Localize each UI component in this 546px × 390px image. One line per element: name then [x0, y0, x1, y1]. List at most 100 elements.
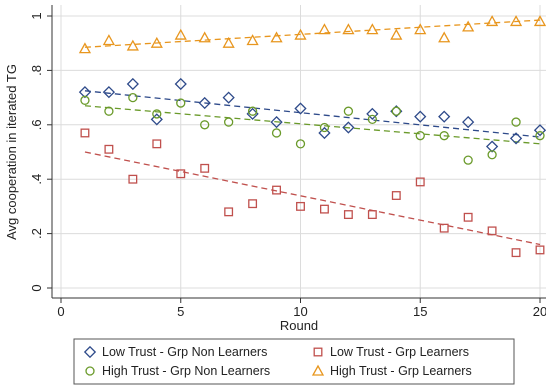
point-high-trust-grp-non-learners-13: [367, 114, 378, 125]
fit-line-low-trust-grp-learners: [84, 151, 541, 246]
point-low-trust-grp-non-learners-15: [414, 110, 427, 123]
point-high-trust-grp-non-learners-15: [415, 131, 425, 141]
x-tick-label-4: 20: [533, 304, 546, 319]
point-high-trust-grp-learners-4: [150, 36, 163, 48]
point-high-trust-grp-learners-13: [366, 23, 379, 35]
point-low-trust-grp-learners-18: [487, 226, 497, 236]
point-high-trust-grp-non-learners-11: [319, 122, 330, 133]
point-low-trust-grp-learners-5: [176, 169, 186, 179]
legend-marker-high-trust-grp-non-learners: [85, 366, 95, 376]
point-high-trust-grp-learners-11: [318, 23, 331, 35]
point-low-trust-grp-non-learners-17: [462, 115, 475, 129]
point-high-trust-grp-non-learners-7: [223, 117, 234, 127]
point-low-trust-grp-learners-3: [128, 174, 138, 184]
point-low-trust-grp-learners-4: [152, 139, 162, 149]
point-high-trust-grp-learners-12: [342, 23, 355, 35]
legend-marker-low-trust-grp-non-learners: [83, 345, 97, 359]
point-low-trust-grp-non-learners-18: [485, 140, 499, 153]
point-low-trust-grp-non-learners-13: [366, 107, 379, 121]
point-high-trust-grp-non-learners-8: [247, 106, 258, 116]
point-high-trust-grp-non-learners-6: [200, 120, 210, 130]
legend: Low Trust - Grp Non Learners Low Trust - …: [73, 338, 515, 385]
legend-label-low-trust-grp-non-learners: Low Trust - Grp Non Learners: [102, 345, 267, 359]
legend-label-high-trust-grp-learners: High Trust - Grp Learners: [330, 364, 472, 378]
point-high-trust-grp-learners-2: [102, 34, 116, 46]
point-high-trust-grp-learners-17: [462, 20, 475, 32]
point-high-trust-grp-learners-3: [126, 39, 139, 51]
point-low-trust-grp-non-learners-20: [533, 124, 546, 137]
point-high-trust-grp-learners-14: [390, 28, 403, 40]
point-low-trust-grp-non-learners-16: [438, 110, 451, 123]
point-high-trust-grp-learners-1: [78, 42, 92, 54]
legend-label-high-trust-grp-non-learners: High Trust - Grp Non Learners: [102, 364, 270, 378]
y-ticks: 0 .2 .4 .6 .8 1: [29, 12, 52, 292]
y-tick-label-2: .4: [29, 174, 44, 185]
plot-background: [52, 5, 546, 298]
point-low-trust-grp-learners-10: [296, 201, 305, 211]
point-low-trust-grp-learners-6: [200, 163, 210, 173]
point-high-trust-grp-non-learners-10: [295, 139, 306, 149]
point-high-trust-grp-non-learners-5: [176, 98, 186, 108]
axes: [51, 5, 546, 299]
point-low-trust-grp-learners-19: [511, 248, 521, 258]
point-low-trust-grp-non-learners-1: [78, 86, 92, 99]
point-low-trust-grp-learners-1: [80, 128, 90, 138]
legend-label-low-trust-grp-learners: Low Trust - Grp Learners: [330, 345, 469, 359]
legend-marker-low-trust-grp-learners: [313, 347, 323, 357]
point-high-trust-grp-non-learners-17: [463, 155, 473, 165]
point-low-trust-grp-non-learners-3: [126, 77, 139, 91]
x-tick-label-2: 10: [293, 304, 307, 319]
x-axis-title: Round: [280, 318, 318, 333]
point-high-trust-grp-non-learners-3: [128, 92, 138, 103]
legend-box: [73, 338, 515, 385]
point-low-trust-grp-non-learners-4: [150, 113, 163, 126]
y-tick-label-3: .6: [29, 119, 44, 130]
point-low-trust-grp-non-learners-10: [294, 102, 307, 115]
point-high-trust-grp-learners-6: [198, 31, 211, 43]
point-high-trust-grp-learners-9: [270, 31, 283, 43]
point-high-trust-grp-learners-20: [533, 15, 546, 27]
point-low-trust-grp-learners-12: [343, 210, 353, 220]
point-low-trust-grp-learners-2: [104, 144, 114, 154]
point-high-trust-grp-non-learners-4: [152, 109, 162, 119]
point-low-trust-grp-non-learners-19: [509, 132, 523, 145]
y-tick-label-4: .8: [29, 65, 44, 76]
point-high-trust-grp-learners-8: [246, 34, 259, 46]
point-high-trust-grp-non-learners-20: [535, 131, 545, 141]
point-high-trust-grp-non-learners-14: [391, 106, 401, 116]
point-low-trust-grp-learners-17: [463, 212, 473, 222]
point-low-trust-grp-learners-11: [319, 204, 329, 214]
y-tick-label-5: 1: [29, 12, 44, 19]
fit-line-high-trust-grp-non-learners: [84, 105, 541, 145]
fit-line-low-trust-grp-non-learners: [84, 90, 541, 138]
data-points: [78, 15, 546, 258]
legend-marker-high-trust-grp-learners: [311, 364, 325, 376]
point-low-trust-grp-non-learners-7: [222, 91, 235, 104]
fit-line-high-trust-grp-learners: [84, 19, 541, 48]
x-tick-label-1: 5: [177, 304, 184, 319]
point-low-trust-grp-non-learners-5: [174, 77, 187, 91]
point-low-trust-grp-learners-16: [439, 223, 449, 233]
point-high-trust-grp-learners-19: [509, 15, 523, 27]
point-low-trust-grp-non-learners-11: [318, 126, 331, 140]
point-low-trust-grp-non-learners-2: [102, 86, 116, 99]
point-high-trust-grp-learners-10: [294, 28, 307, 40]
point-low-trust-grp-learners-7: [224, 207, 234, 217]
point-low-trust-grp-learners-15: [415, 177, 425, 187]
y-tick-label-0: 0: [29, 284, 44, 291]
point-low-trust-grp-learners-9: [272, 185, 281, 195]
point-high-trust-grp-non-learners-16: [439, 131, 449, 141]
point-high-trust-grp-learners-5: [174, 28, 187, 40]
x-tick-label-3: 15: [413, 304, 427, 319]
point-low-trust-grp-non-learners-6: [198, 96, 211, 110]
x-tick-label-0: 0: [57, 304, 64, 319]
fit-lines: [84, 19, 541, 246]
point-low-trust-grp-non-learners-9: [270, 115, 283, 129]
point-high-trust-grp-non-learners-19: [511, 117, 521, 127]
y-axis-title: Avg cooperation in iterated TG: [4, 64, 19, 240]
point-low-trust-grp-learners-14: [391, 191, 401, 200]
point-high-trust-grp-non-learners-1: [80, 95, 90, 105]
point-low-trust-grp-learners-20: [535, 245, 545, 255]
point-high-trust-grp-learners-18: [485, 15, 499, 27]
